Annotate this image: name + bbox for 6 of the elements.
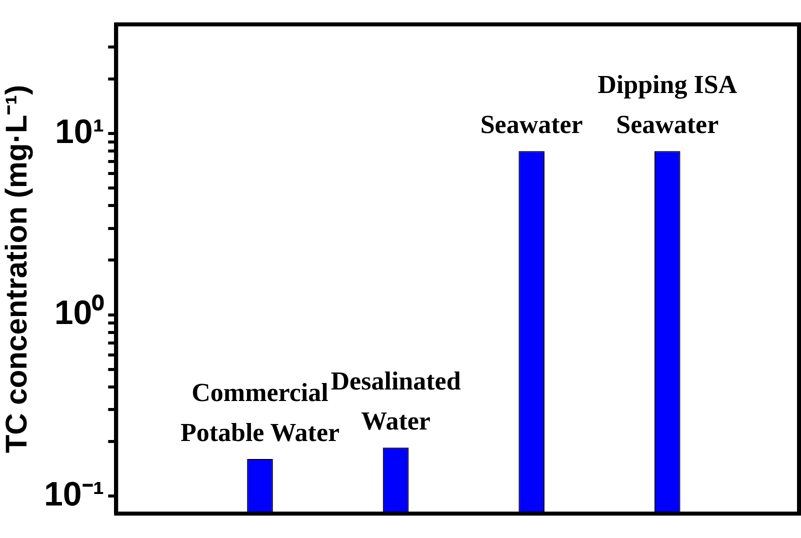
y-tick-label: 10⁻¹ [44,475,104,514]
y-tick-label: 10⁰ [54,294,104,332]
y-axis-title: TC concentration (mg·L⁻¹) [0,84,34,454]
x-tick-label: Seawater [480,110,583,139]
x-tick-label: Dipping ISA Seawater [598,70,738,139]
y-tick-label: 10¹ [55,112,104,151]
